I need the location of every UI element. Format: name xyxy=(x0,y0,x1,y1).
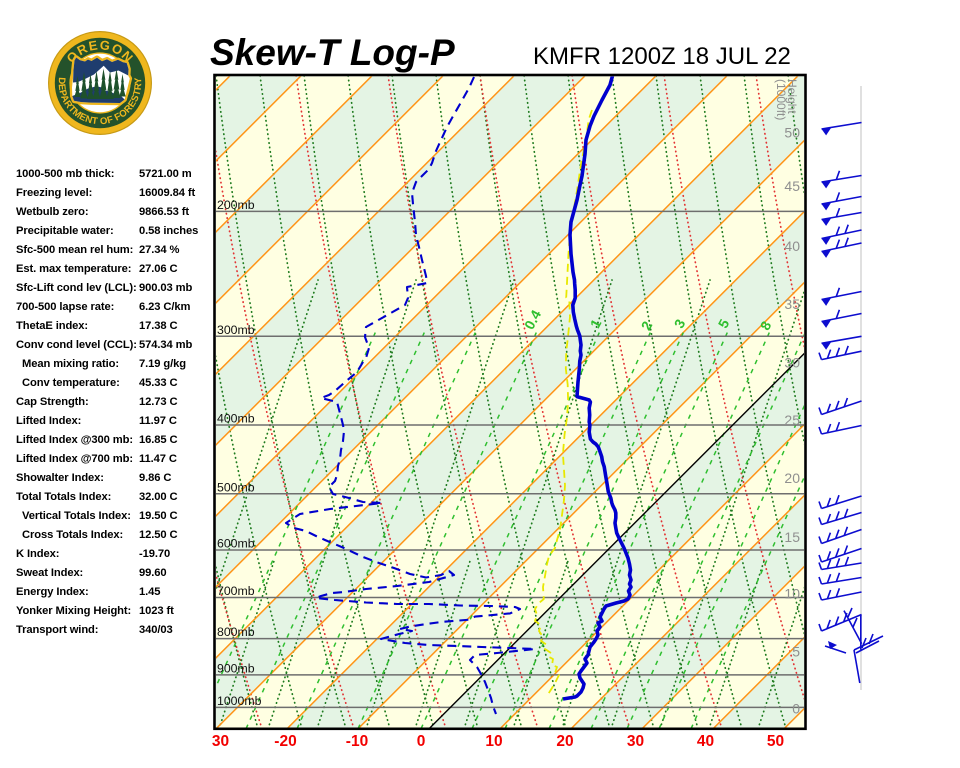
svg-text:-10: -10 xyxy=(346,733,368,750)
svg-text:45: 45 xyxy=(784,178,800,194)
svg-text:5: 5 xyxy=(792,644,800,660)
svg-text:800mb: 800mb xyxy=(217,625,255,639)
svg-text:0: 0 xyxy=(792,701,800,717)
svg-text:500mb: 500mb xyxy=(217,480,255,494)
svg-text:25: 25 xyxy=(784,412,800,428)
svg-text:30: 30 xyxy=(627,733,644,750)
svg-text:900mb: 900mb xyxy=(217,661,255,675)
svg-text:30: 30 xyxy=(784,355,800,371)
svg-text:10: 10 xyxy=(485,733,502,750)
svg-text:40: 40 xyxy=(697,733,714,750)
svg-text:0: 0 xyxy=(417,733,426,750)
svg-text:600mb: 600mb xyxy=(217,537,255,551)
svg-text:35: 35 xyxy=(784,296,800,312)
svg-text:300mb: 300mb xyxy=(217,323,255,337)
svg-text:20: 20 xyxy=(784,470,800,486)
svg-text:20: 20 xyxy=(556,733,573,750)
svg-text:15: 15 xyxy=(784,529,800,545)
svg-text:50: 50 xyxy=(784,125,800,141)
svg-text:-20: -20 xyxy=(274,733,296,750)
svg-text:30: 30 xyxy=(212,733,229,750)
svg-text:50: 50 xyxy=(767,733,784,750)
svg-text:200mb: 200mb xyxy=(217,198,255,212)
svg-text:40: 40 xyxy=(784,238,800,254)
svg-text:10: 10 xyxy=(784,586,800,602)
svg-text:1000mb: 1000mb xyxy=(217,694,262,708)
svg-text:Height: Height xyxy=(785,79,799,114)
svg-text:400mb: 400mb xyxy=(217,412,255,426)
svg-text:(1000ft): (1000ft) xyxy=(774,79,788,120)
svg-text:700mb: 700mb xyxy=(217,584,255,598)
